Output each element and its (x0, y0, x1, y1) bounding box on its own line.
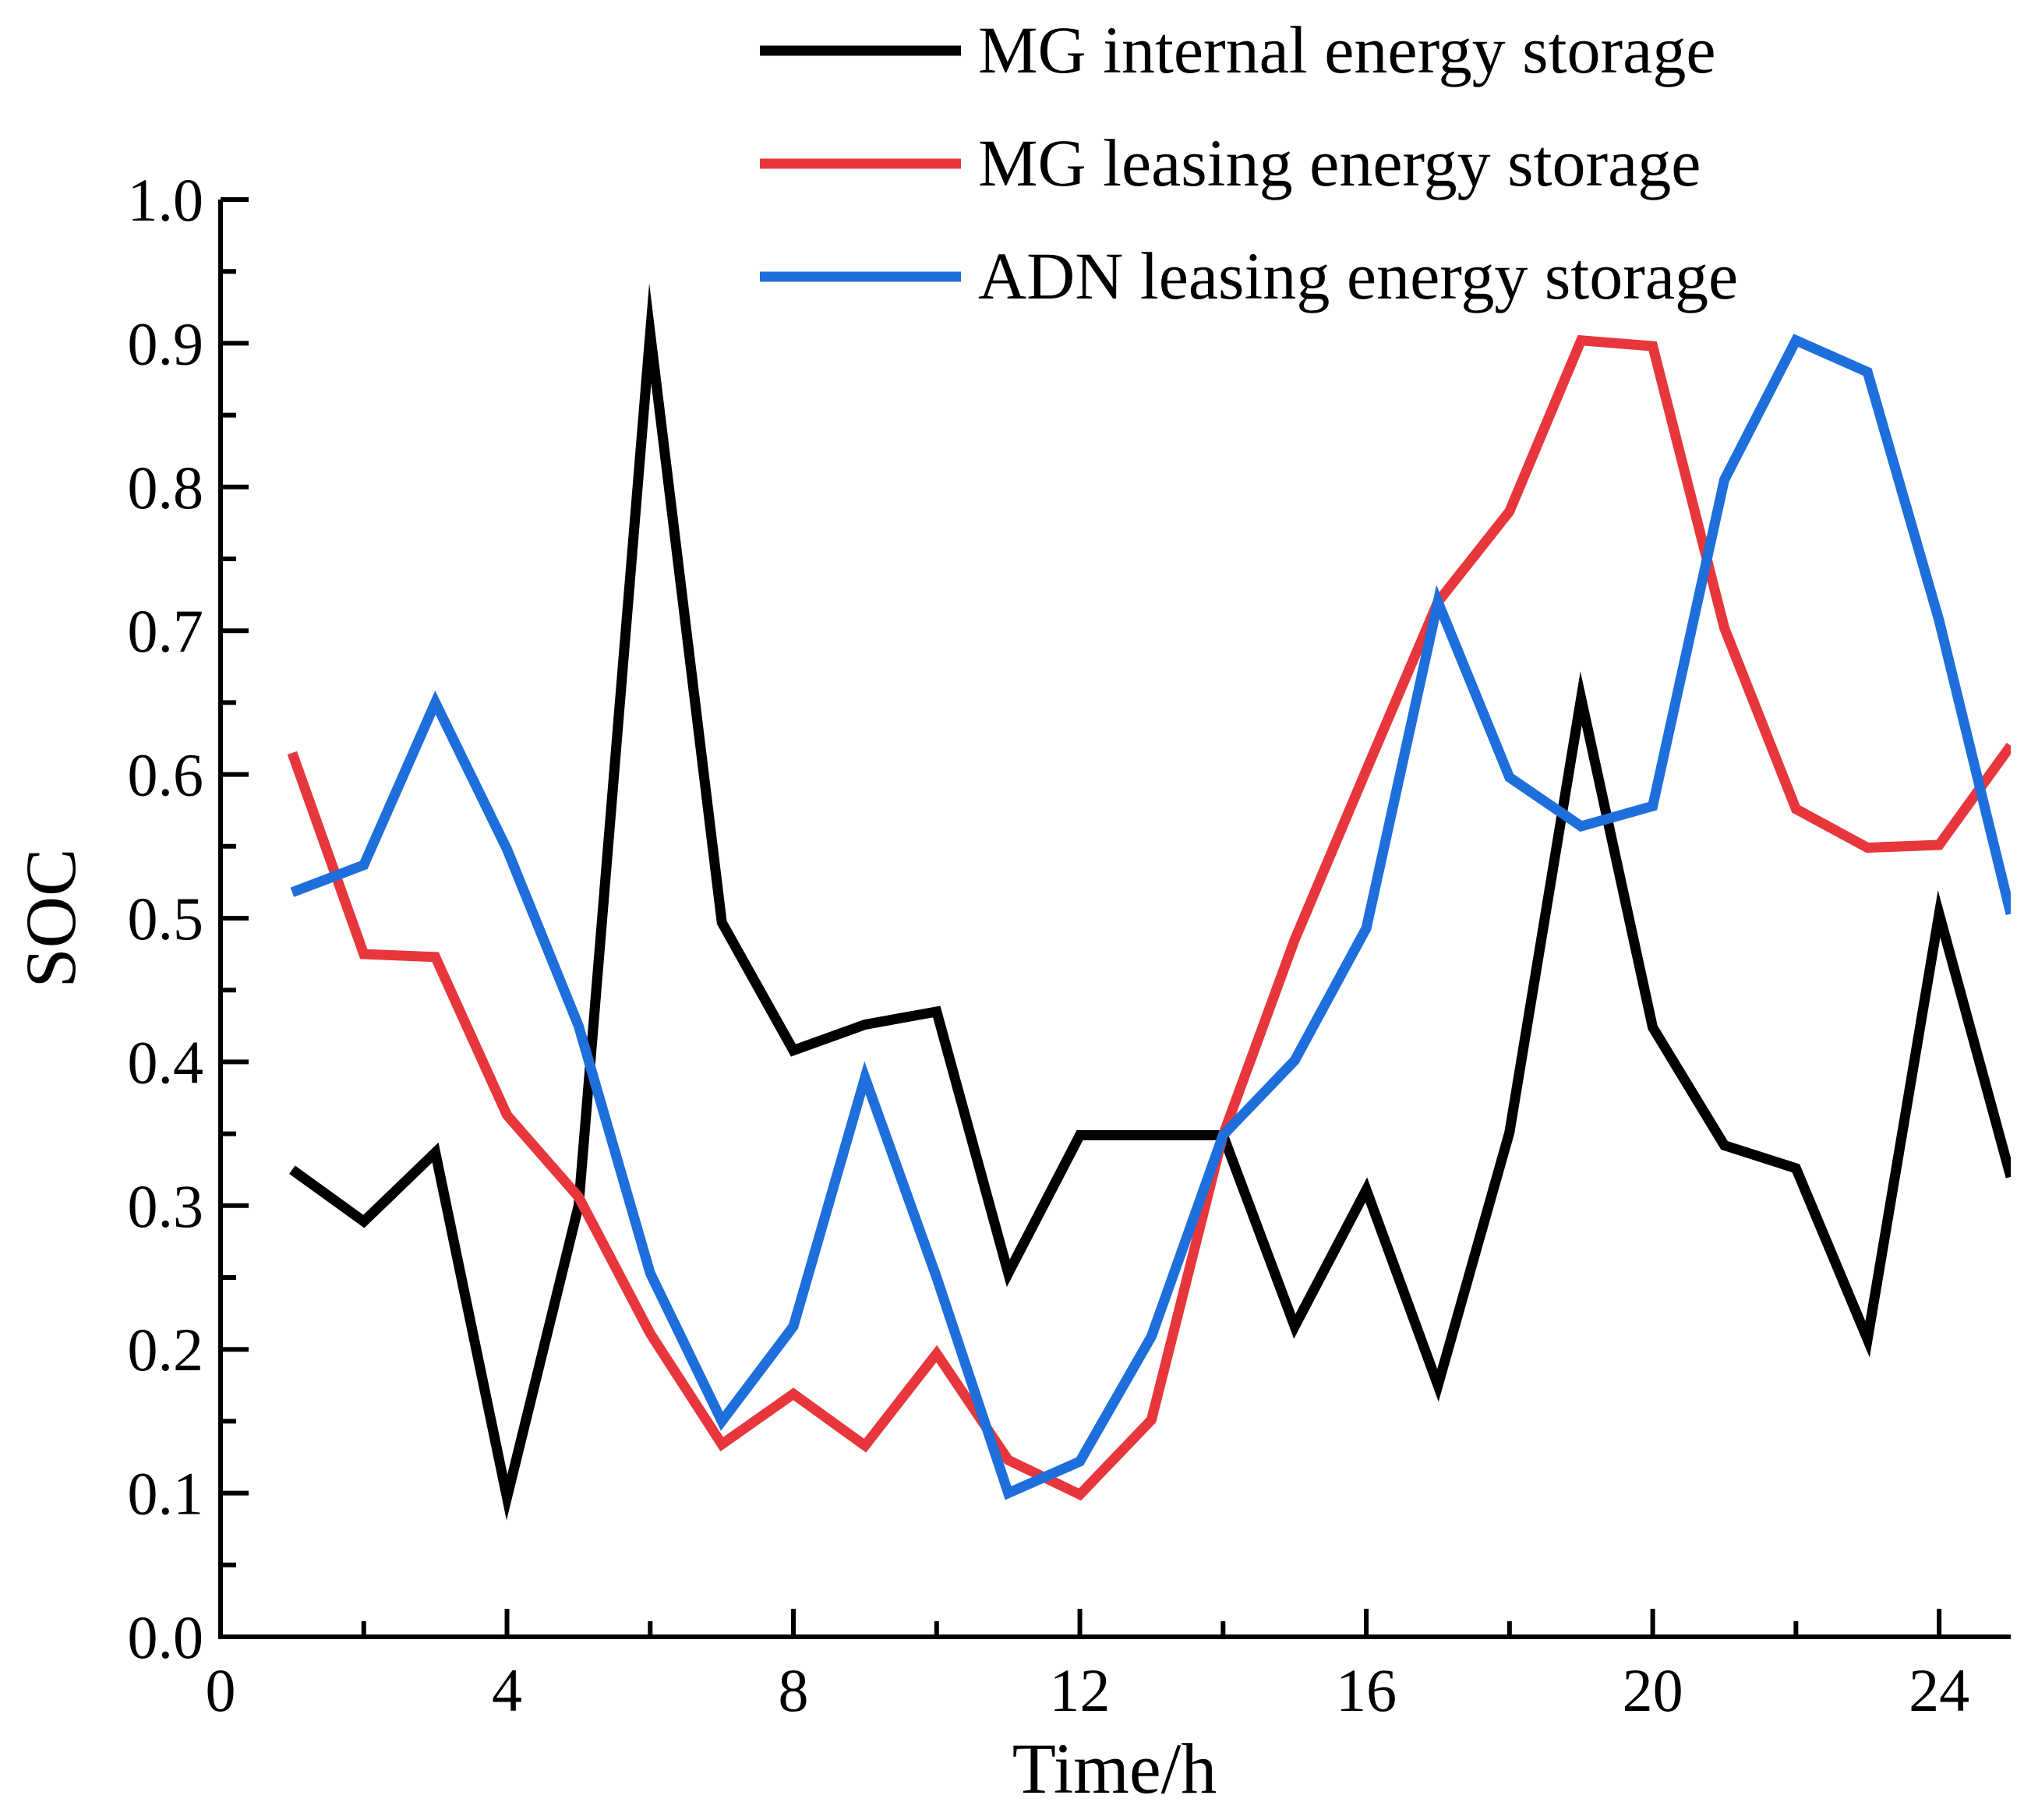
y-tick-label: 0.9 (128, 309, 204, 377)
x-tick-label: 12 (1050, 1656, 1111, 1724)
series-line-2 (287, 334, 2011, 1501)
x-tick-label: 4 (492, 1656, 522, 1724)
y-tick-label: 0.8 (128, 454, 204, 521)
y-tick-label: 0.6 (128, 741, 204, 809)
legend: MG internal energy storage MG leasing ene… (760, 12, 1738, 313)
legend-item: MG leasing energy storage (760, 125, 1701, 200)
y-tick-label: 0.4 (128, 1028, 204, 1096)
x-axis-title: Time/h (1012, 1729, 1217, 1808)
y-tick-label: 0.0 (128, 1603, 204, 1671)
legend-label: MG internal energy storage (978, 12, 1716, 87)
legend-label: ADN leasing energy storage (978, 239, 1738, 313)
legend-item: MG internal energy storage (760, 12, 1716, 87)
x-tick-label: 0 (206, 1656, 236, 1724)
series-layer (287, 283, 2011, 1521)
x-tick-label: 24 (1909, 1656, 1969, 1724)
x-tick-label: 8 (779, 1656, 809, 1724)
y-tick-label: 0.1 (128, 1460, 204, 1528)
series-line-3 (290, 334, 2011, 1500)
y-tick-label: 0.7 (128, 597, 204, 665)
ticks-layer: 0.0 0.1 0.2 0.3 0.4 0.5 0.6 0.7 0.8 0.9 1.0 0 4 8 12 16… (128, 166, 1970, 1724)
plot-area (287, 283, 2011, 1521)
legend-label: MG leasing energy storage (978, 125, 1701, 200)
y-tick-label: 0.5 (128, 885, 204, 952)
y-tick-label: 1.0 (128, 166, 204, 234)
y-axis-title: SOC (11, 849, 90, 988)
legend-item: ADN leasing energy storage (760, 239, 1738, 313)
y-tick-label: 0.2 (128, 1316, 204, 1384)
x-tick-label: 20 (1623, 1656, 1683, 1724)
y-tick-label: 0.3 (128, 1172, 204, 1240)
x-tick-label: 16 (1336, 1656, 1397, 1724)
